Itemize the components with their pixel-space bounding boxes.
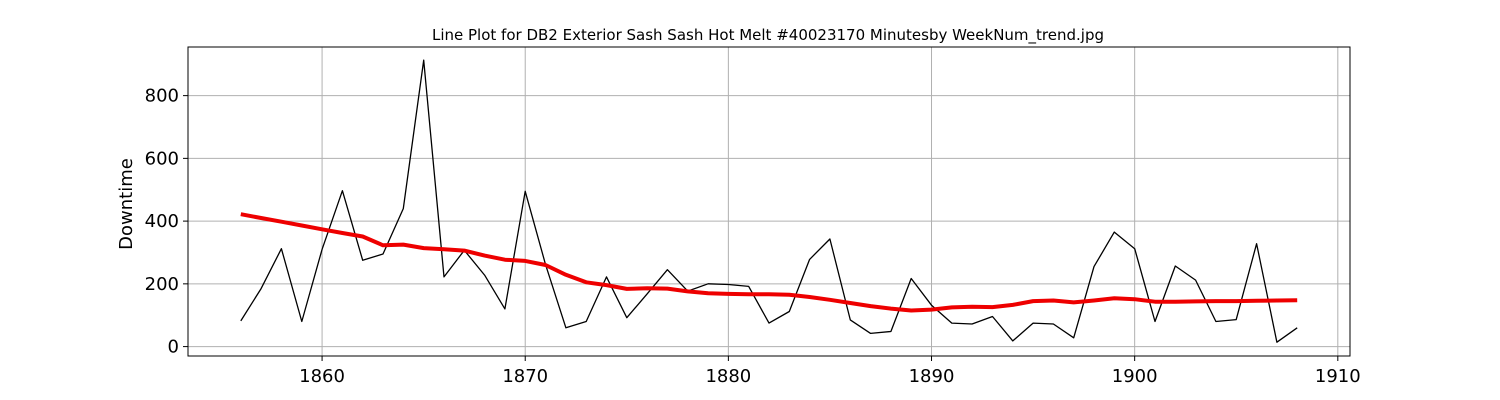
grid — [188, 47, 1350, 356]
y-axis-label: Downtime — [116, 158, 137, 250]
y-tick-label: 400 — [145, 211, 179, 232]
tick-layer: 1860 1870 1880 1890 1900 1910 0 200 400 600 800 — [145, 86, 1361, 387]
x-tick-label: 1900 — [1112, 366, 1158, 387]
y-tick-label: 0 — [168, 337, 179, 358]
trend-series-line — [240, 212, 1298, 313]
x-tick-label: 1910 — [1315, 366, 1361, 387]
y-tick-label: 800 — [145, 86, 179, 107]
downtime-series-line — [240, 59, 1298, 343]
y-tick-label: 600 — [145, 148, 179, 169]
x-tick-label: 1890 — [909, 366, 955, 387]
y-tick-label: 200 — [145, 274, 179, 295]
x-tick-label: 1870 — [502, 366, 548, 387]
plot-frame — [187, 46, 1351, 357]
x-tick-label: 1880 — [705, 366, 751, 387]
series-layer — [240, 59, 1298, 343]
chart-title: Line Plot for DB2 Exterior Sash Sash Hot… — [432, 26, 1104, 45]
x-tick-label: 1860 — [299, 366, 345, 387]
